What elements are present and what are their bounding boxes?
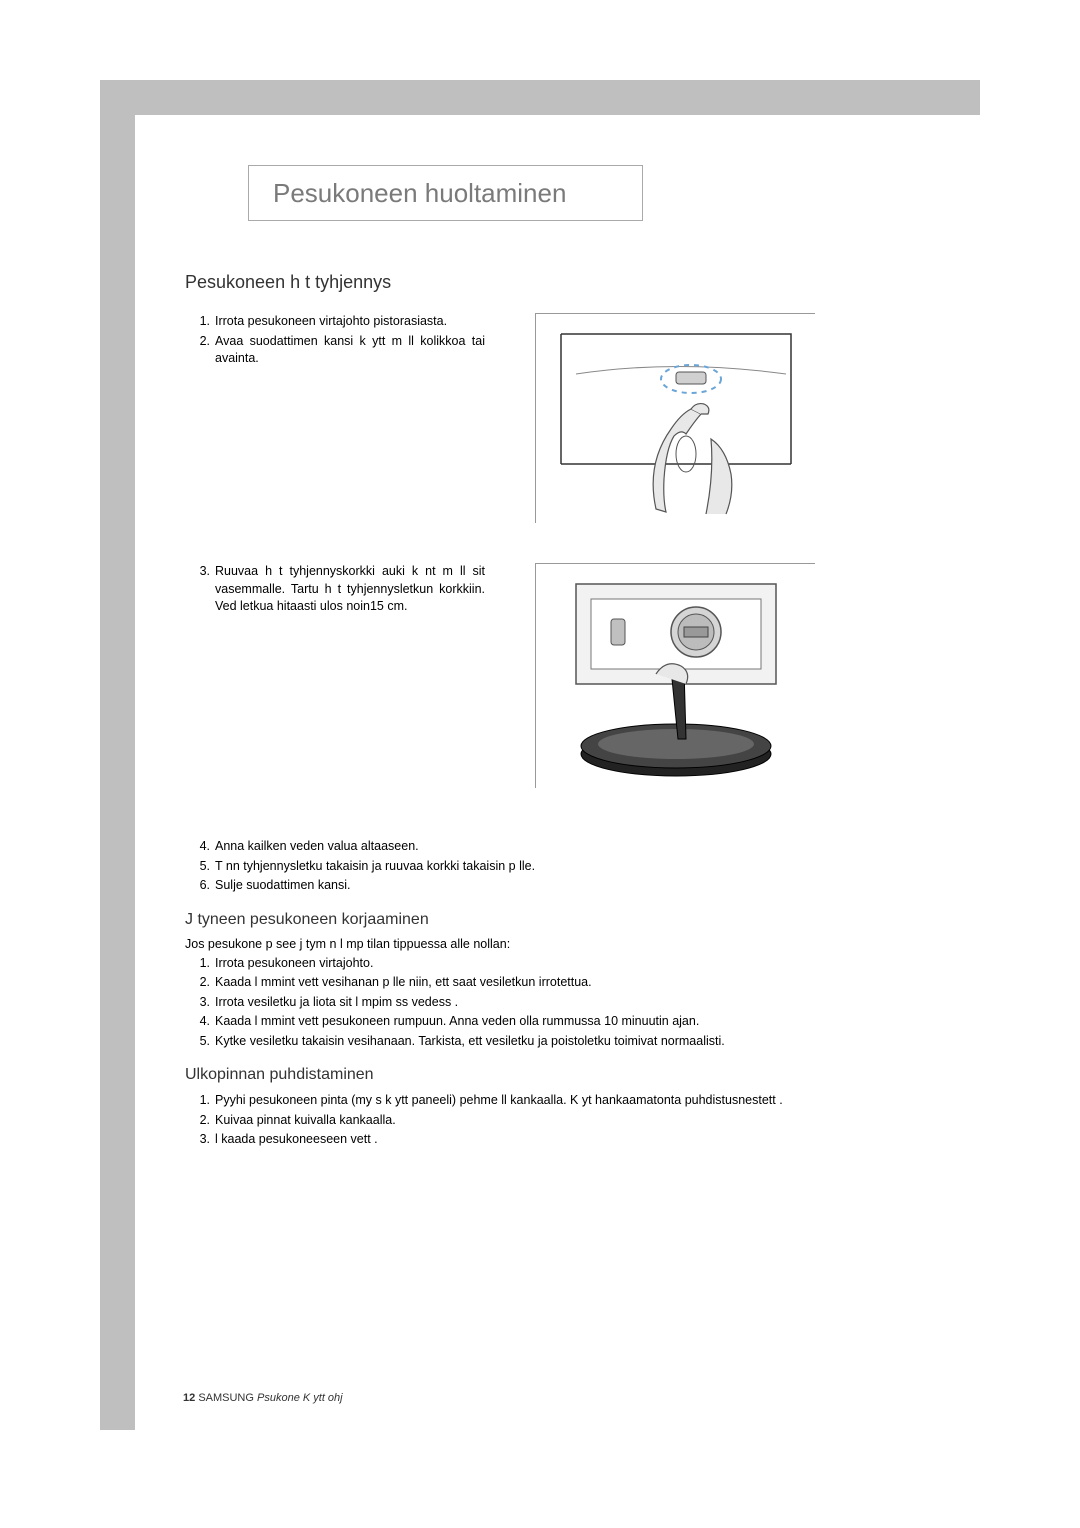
s2-step2: Kaada l mmint vett vesihanan p lle niin,… <box>215 974 825 992</box>
illustration-1 <box>535 313 815 523</box>
s2-step1: Irrota pesukoneen virtajohto. <box>215 955 825 973</box>
steps-4-6: Anna kailken veden valua altaaseen. T nn… <box>185 838 955 895</box>
illustration-2 <box>535 563 815 788</box>
page-number: 12 <box>183 1392 195 1404</box>
s1-step5: T nn tyhjennysletku takaisin ja ruuvaa k… <box>215 858 955 876</box>
drain-cap-icon <box>536 564 816 789</box>
section1-title: Pesukoneen h t tyhjennys <box>185 272 955 293</box>
s3-step3: l kaada pesukoneeseen vett . <box>215 1131 805 1149</box>
s1-step2: Avaa suodattimen kansi k ytt m ll kolikk… <box>215 333 485 368</box>
s1-step4: Anna kailken veden valua altaaseen. <box>215 838 955 856</box>
step-text-1: Irrota pesukoneen virtajohto pistorasias… <box>185 313 485 370</box>
s3-step2: Kuivaa pinnat kuivalla kankaalla. <box>215 1112 805 1130</box>
s2-step5: Kytke vesiletku takaisin vesihanaan. Tar… <box>215 1033 825 1051</box>
top-bar <box>100 80 980 115</box>
left-bar <box>100 80 135 1430</box>
section2-title: J tyneen pesukoneen korjaaminen <box>185 911 955 929</box>
footer-suffix: Psukone K ytt ohj <box>257 1392 343 1404</box>
s1-step3: Ruuvaa h t tyhjennyskorkki auki k nt m l… <box>215 563 485 616</box>
filter-cover-icon <box>536 314 816 524</box>
s2-step3: Irrota vesiletku ja liota sit l mpim ss … <box>215 994 825 1012</box>
step-text-2: Ruuvaa h t tyhjennyskorkki auki k nt m l… <box>185 563 485 618</box>
step-row-2: Ruuvaa h t tyhjennyskorkki auki k nt m l… <box>185 563 955 788</box>
s3-step1: Pyyhi pesukoneen pinta (my s k ytt panee… <box>215 1092 805 1110</box>
s1-step1: Irrota pesukoneen virtajohto pistorasias… <box>215 313 485 331</box>
footer: 12 SAMSUNG Psukone K ytt ohj <box>183 1392 343 1404</box>
section3-title: Ulkopinnan puhdistaminen <box>185 1066 955 1084</box>
s2-step4: Kaada l mmint vett pesukoneen rumpuun. A… <box>215 1013 825 1031</box>
content-area: Pesukoneen h t tyhjennys Irrota pesukone… <box>185 260 955 1151</box>
s1-step6: Sulje suodattimen kansi. <box>215 877 955 895</box>
section2-intro: Jos pesukone p see j tym n l mp tilan ti… <box>185 937 955 951</box>
page-title: Pesukoneen huoltaminen <box>273 178 566 209</box>
footer-brand: SAMSUNG <box>198 1392 254 1404</box>
title-box: Pesukoneen huoltaminen <box>248 165 643 221</box>
step-row-1: Irrota pesukoneen virtajohto pistorasias… <box>185 313 955 523</box>
